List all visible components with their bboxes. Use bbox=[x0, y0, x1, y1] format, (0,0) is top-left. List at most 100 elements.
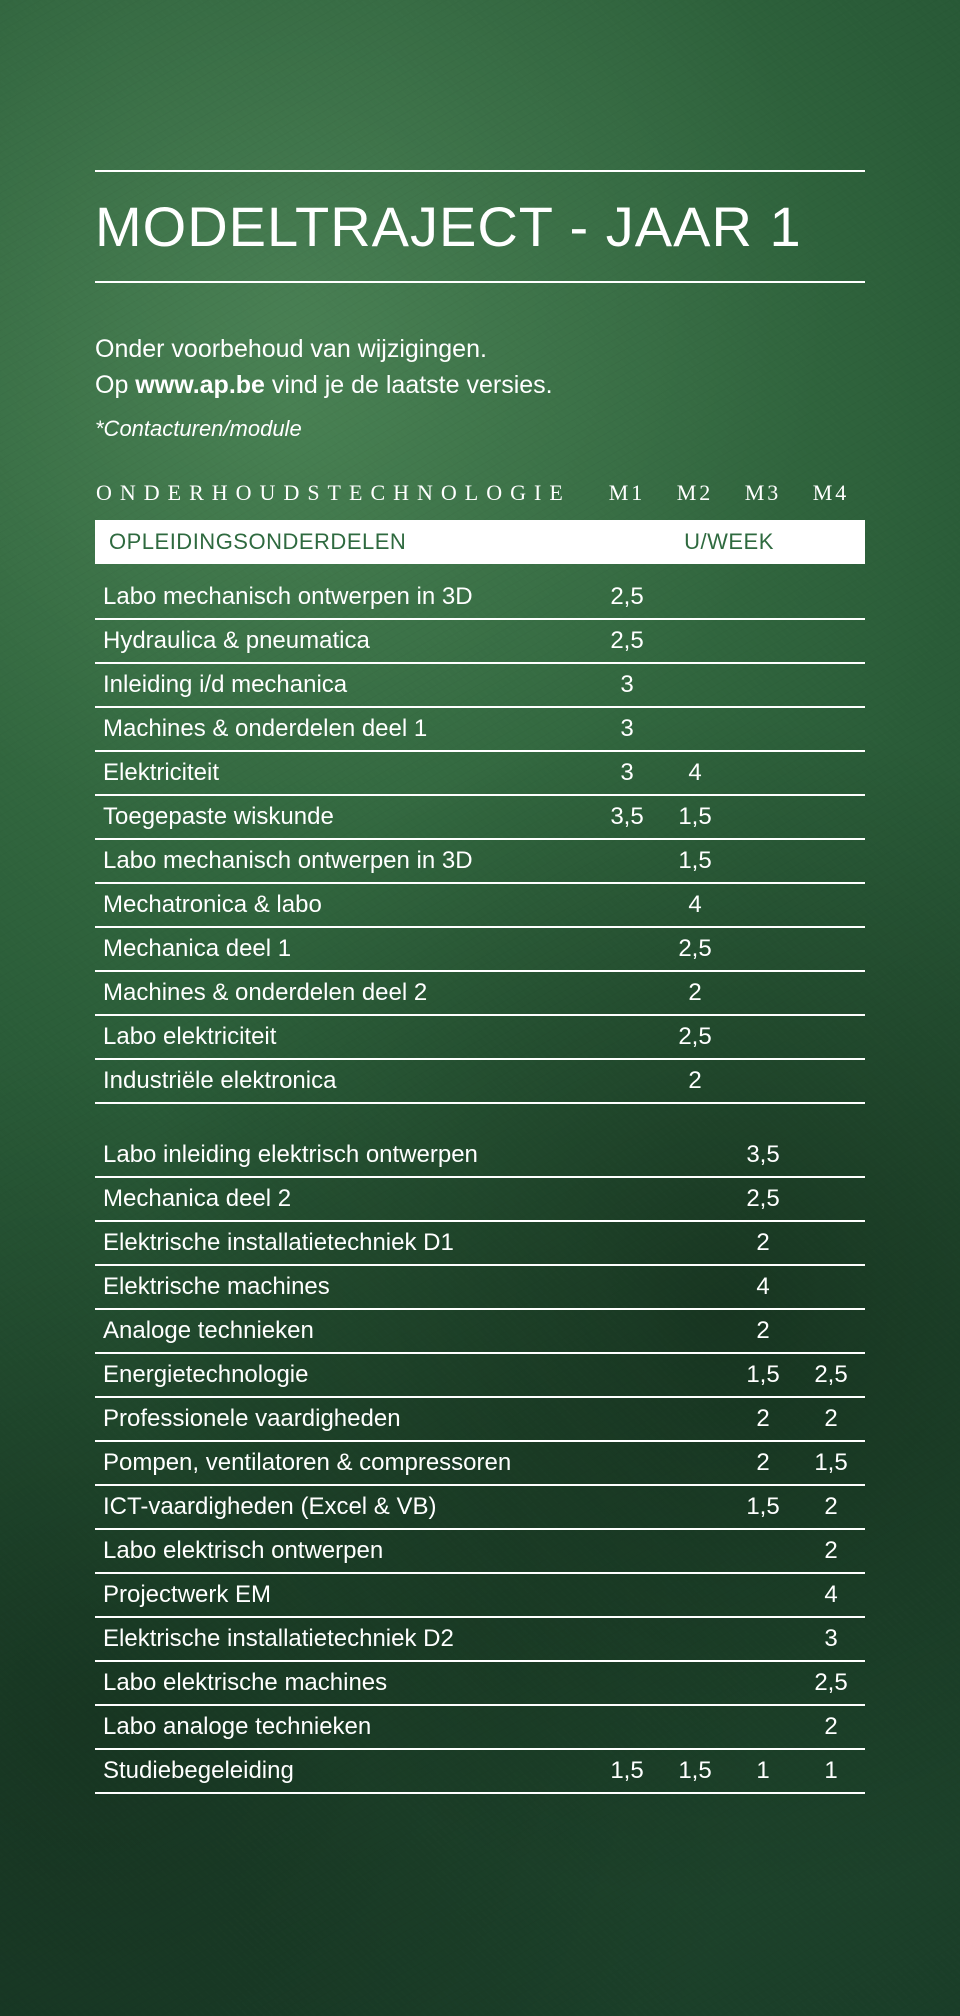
block2-m1-7 bbox=[593, 1441, 661, 1485]
table-row: Pompen, ventilatoren & compressoren 21,5 bbox=[95, 1441, 865, 1485]
module-header-m1: M1 bbox=[593, 470, 661, 520]
curriculum-table: ONDERHOUDSTECHNOLOGIEM1M2M3M4OPLEIDINGSO… bbox=[95, 470, 865, 1794]
table-row: Inleiding i/d mechanica3 bbox=[95, 663, 865, 707]
block1-m4-11 bbox=[797, 1059, 865, 1103]
block2-m4-7: 1,5 bbox=[797, 1441, 865, 1485]
block-gap bbox=[95, 1103, 865, 1134]
block1-m1-3: 3 bbox=[593, 707, 661, 751]
block1-m1-9 bbox=[593, 971, 661, 1015]
block2-m3-14: 1 bbox=[729, 1749, 797, 1793]
block2-m4-2 bbox=[797, 1221, 865, 1265]
block1-label-0: Labo mechanisch ontwerpen in 3D bbox=[95, 576, 593, 619]
table-header-row: OPLEIDINGSONDERDELENU/WEEK bbox=[95, 520, 865, 564]
table-row: Toegepaste wiskunde3,51,5 bbox=[95, 795, 865, 839]
block1-m1-0: 2,5 bbox=[593, 576, 661, 619]
table-row: Labo mechanisch ontwerpen in 3D1,5 bbox=[95, 839, 865, 883]
block1-m2-8: 2,5 bbox=[661, 927, 729, 971]
block1-label-5: Toegepaste wiskunde bbox=[95, 795, 593, 839]
block2-m3-11 bbox=[729, 1617, 797, 1661]
block1-label-6: Labo mechanisch ontwerpen in 3D bbox=[95, 839, 593, 883]
block1-m1-6 bbox=[593, 839, 661, 883]
block2-label-1: Mechanica deel 2 bbox=[95, 1177, 593, 1221]
table-row: Labo elektrische machines 2,5 bbox=[95, 1661, 865, 1705]
block2-m4-9: 2 bbox=[797, 1529, 865, 1573]
block2-m3-8: 1,5 bbox=[729, 1485, 797, 1529]
block1-label-3: Machines & onderdelen deel 1 bbox=[95, 707, 593, 751]
block2-label-2: Elektrische installatietechniek D1 bbox=[95, 1221, 593, 1265]
block1-m1-2: 3 bbox=[593, 663, 661, 707]
block2-m1-12 bbox=[593, 1661, 661, 1705]
intro-line2-pre: Op bbox=[95, 371, 135, 399]
block2-label-13: Labo analoge technieken bbox=[95, 1705, 593, 1749]
block2-m1-0 bbox=[593, 1134, 661, 1177]
block2-m1-4 bbox=[593, 1309, 661, 1353]
block2-m3-7: 2 bbox=[729, 1441, 797, 1485]
block2-m2-10 bbox=[661, 1573, 729, 1617]
block1-m2-4: 4 bbox=[661, 751, 729, 795]
block1-m2-2 bbox=[661, 663, 729, 707]
intro-link: www.ap.be bbox=[135, 371, 265, 399]
block2-m2-12 bbox=[661, 1661, 729, 1705]
block1-m1-1: 2,5 bbox=[593, 619, 661, 663]
block2-m4-4 bbox=[797, 1309, 865, 1353]
table-row: Labo elektriciteit2,5 bbox=[95, 1015, 865, 1059]
table-row: Analoge technieken2 bbox=[95, 1309, 865, 1353]
table-row: ICT-vaardigheden (Excel & VB) 1,52 bbox=[95, 1485, 865, 1529]
table-row: Mechanica deel 2 2,5 bbox=[95, 1177, 865, 1221]
block2-m4-8: 2 bbox=[797, 1485, 865, 1529]
block1-m4-6 bbox=[797, 839, 865, 883]
table-row: Elektriciteit34 bbox=[95, 751, 865, 795]
block2-m3-6: 2 bbox=[729, 1397, 797, 1441]
block2-label-5: Energietechnologie bbox=[95, 1353, 593, 1397]
block2-label-12: Labo elektrische machines bbox=[95, 1661, 593, 1705]
table-row: Professionele vaardigheden 22 bbox=[95, 1397, 865, 1441]
block1-m3-7 bbox=[729, 883, 797, 927]
block1-label-11: Industriële elektronica bbox=[95, 1059, 593, 1103]
block2-m3-4: 2 bbox=[729, 1309, 797, 1353]
block2-m4-10: 4 bbox=[797, 1573, 865, 1617]
block1-m1-11 bbox=[593, 1059, 661, 1103]
table-row: Machines & onderdelen deel 13 bbox=[95, 707, 865, 751]
module-header-m4: M4 bbox=[797, 470, 865, 520]
block2-m2-1 bbox=[661, 1177, 729, 1221]
block1-m3-5 bbox=[729, 795, 797, 839]
page-title: MODELTRAJECT - JAAR 1 bbox=[95, 172, 865, 281]
block2-m3-2: 2 bbox=[729, 1221, 797, 1265]
block1-m3-4 bbox=[729, 751, 797, 795]
block2-m1-3 bbox=[593, 1265, 661, 1309]
block2-m2-13 bbox=[661, 1705, 729, 1749]
block2-label-11: Elektrische installatietechniek D2 bbox=[95, 1617, 593, 1661]
block2-label-0: Labo inleiding elektrisch ontwerpen bbox=[95, 1134, 593, 1177]
block2-label-8: ICT-vaardigheden (Excel & VB) bbox=[95, 1485, 593, 1529]
table-row: Machines & onderdelen deel 22 bbox=[95, 971, 865, 1015]
block2-m4-6: 2 bbox=[797, 1397, 865, 1441]
intro-text: Onder voorbehoud van wijzigingen. Op www… bbox=[95, 331, 865, 404]
block1-m2-7: 4 bbox=[661, 883, 729, 927]
block2-label-7: Pompen, ventilatoren & compressoren bbox=[95, 1441, 593, 1485]
section-label: ONDERHOUDSTECHNOLOGIE bbox=[95, 470, 593, 520]
block1-m1-4: 3 bbox=[593, 751, 661, 795]
block1-m4-9 bbox=[797, 971, 865, 1015]
block1-m1-5: 3,5 bbox=[593, 795, 661, 839]
block2-m3-1: 2,5 bbox=[729, 1177, 797, 1221]
block1-m3-10 bbox=[729, 1015, 797, 1059]
block2-m1-10 bbox=[593, 1573, 661, 1617]
block2-label-6: Professionele vaardigheden bbox=[95, 1397, 593, 1441]
block2-m4-0 bbox=[797, 1134, 865, 1177]
module-header-m3: M3 bbox=[729, 470, 797, 520]
block2-m2-4 bbox=[661, 1309, 729, 1353]
header-uweek: U/WEEK bbox=[593, 520, 865, 564]
block2-m1-1 bbox=[593, 1177, 661, 1221]
block2-m2-2 bbox=[661, 1221, 729, 1265]
block2-m4-12: 2,5 bbox=[797, 1661, 865, 1705]
block2-m2-0 bbox=[661, 1134, 729, 1177]
table-row: Labo inleiding elektrisch ontwerpen 3,5 bbox=[95, 1134, 865, 1177]
rule-under-title bbox=[95, 281, 865, 283]
block2-m3-13 bbox=[729, 1705, 797, 1749]
table-row: Labo analoge technieken2 bbox=[95, 1705, 865, 1749]
block1-m4-5 bbox=[797, 795, 865, 839]
table-row: Elektrische machines4 bbox=[95, 1265, 865, 1309]
block2-m3-0: 3,5 bbox=[729, 1134, 797, 1177]
block2-m2-8 bbox=[661, 1485, 729, 1529]
block2-m4-3 bbox=[797, 1265, 865, 1309]
